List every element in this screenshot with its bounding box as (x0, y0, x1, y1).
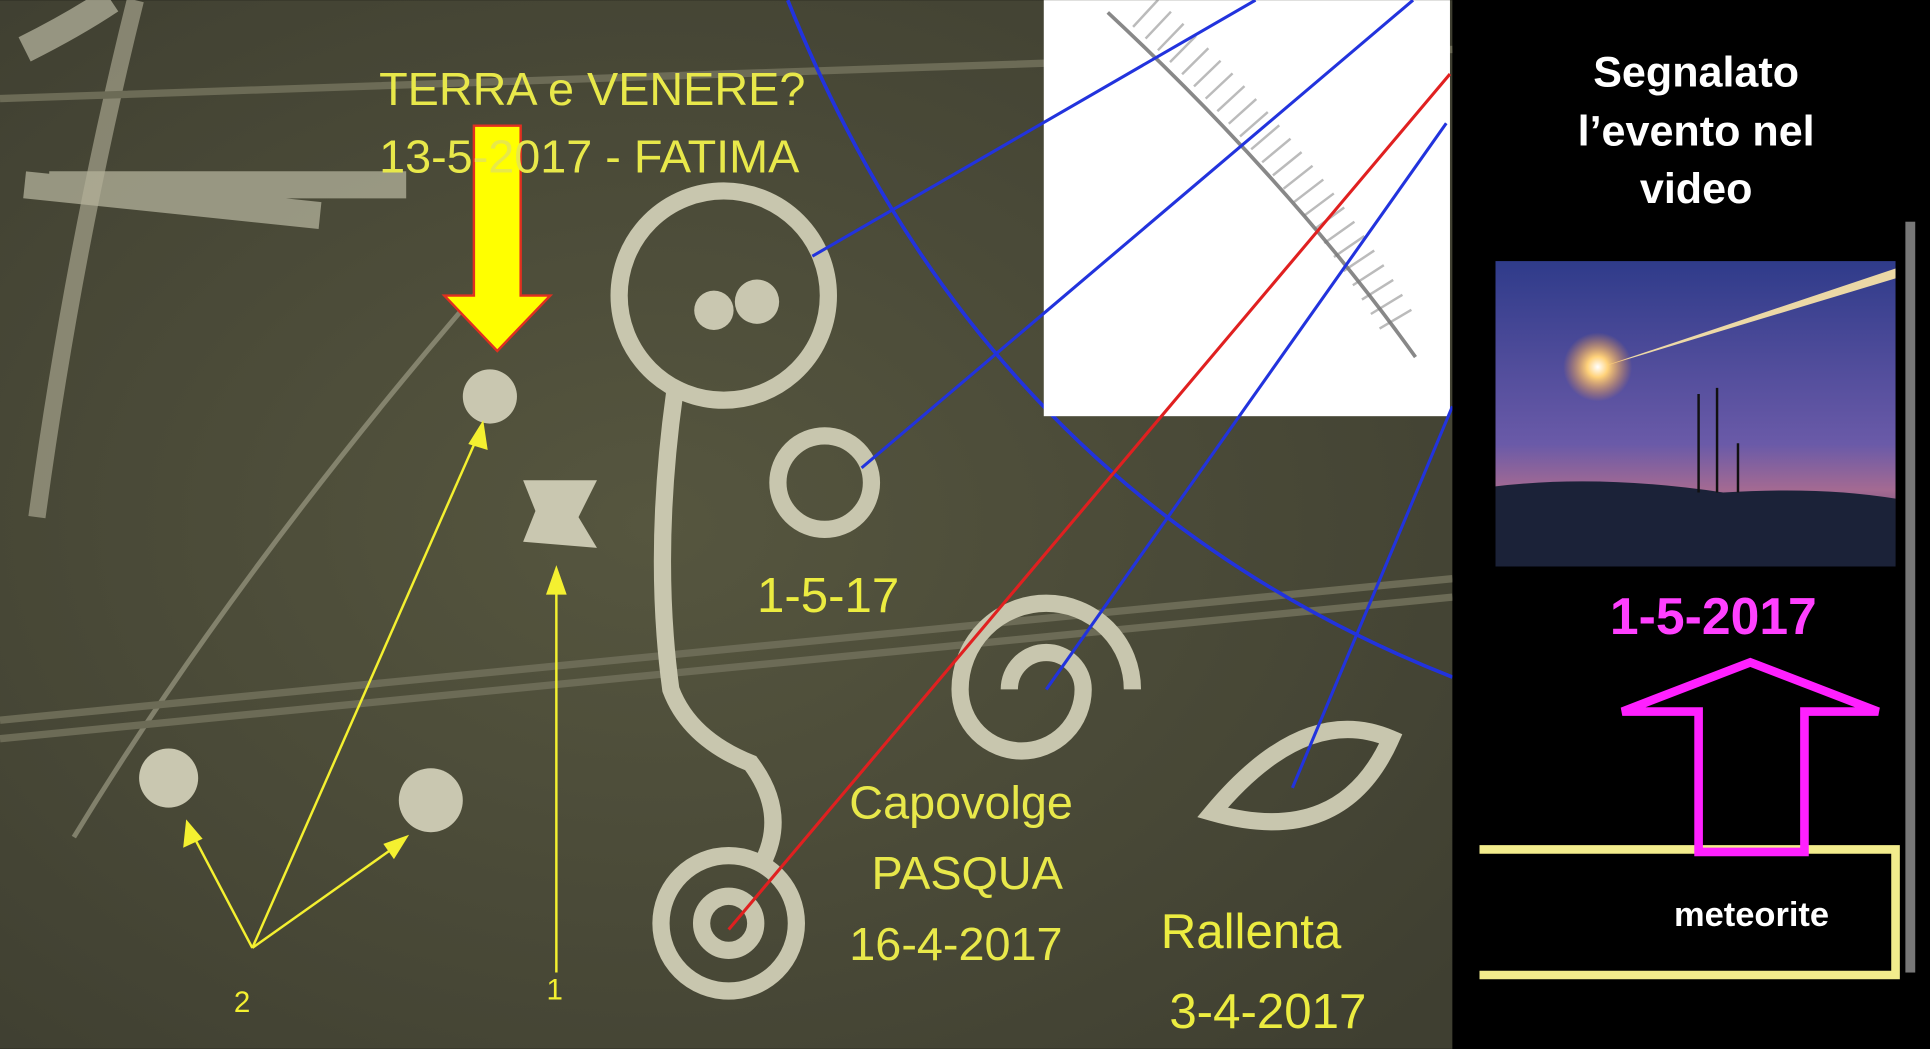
photo: TERRA e VENERE? 13-5-2017 - FATIMA 1-5-1… (0, 0, 1452, 1049)
label: 1-5-17 (757, 568, 899, 623)
box-label: meteorite (1674, 896, 1829, 934)
label: 13-5-2017 - FATIMA (379, 130, 800, 182)
label: 1 (547, 974, 563, 1007)
label: Rallenta (1161, 904, 1342, 959)
label: Capovolge (849, 777, 1073, 829)
screenshot: TERRA e VENERE? 13-5-2017 - FATIMA 1-5-1… (0, 0, 1930, 1049)
heading: l’evento nel (1578, 107, 1815, 155)
date: 1-5-2017 (1610, 587, 1817, 645)
label: TERRA e VENERE? (379, 63, 805, 115)
label: PASQUA (871, 847, 1063, 899)
label: 2 (234, 986, 250, 1019)
label: 3-4-2017 (1169, 984, 1366, 1039)
heading: video (1640, 165, 1753, 213)
label: 16-4-2017 (849, 918, 1062, 970)
sidebar: Segnalato l’evento nel video 1-5-2017 me… (1452, 0, 1930, 1049)
heading: Segnalato (1593, 48, 1799, 96)
